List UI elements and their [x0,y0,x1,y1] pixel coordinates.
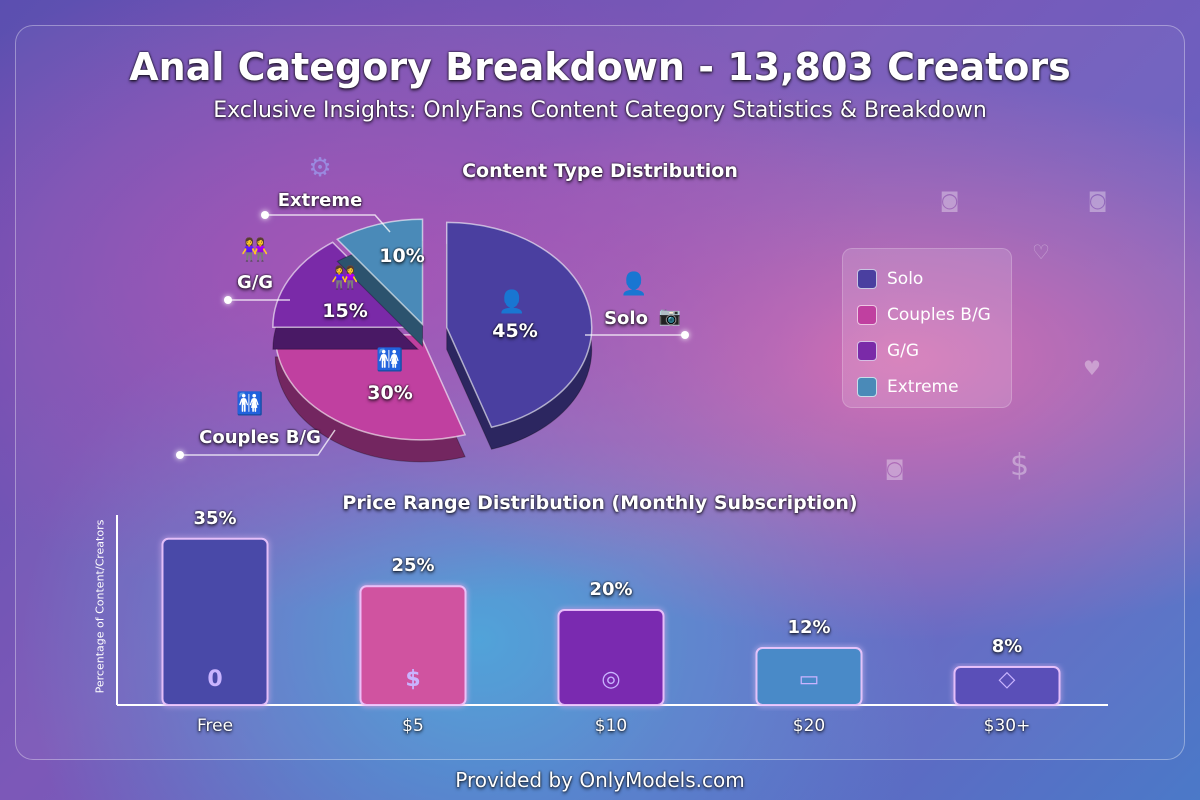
pie-slice-extreme [336,218,424,348]
legend-item-gg: G/G [857,333,997,369]
dollar-icon: $ [1010,448,1030,483]
legend-swatch [857,269,877,289]
legend-swatch [857,341,877,361]
callout-couples: Couples B/G [199,427,321,448]
heart-icon: ♥ [1083,356,1101,380]
x-tick-label: $20 [792,716,826,736]
legend-label: Couples B/G [887,305,991,325]
zero-icon: 0 [207,667,223,692]
bar-value-label: 20% [589,579,633,600]
camera-icon: ◙ [885,456,905,480]
bar-1 [359,585,467,706]
leader-dot [224,296,232,304]
callout-solo: Solo [604,308,648,329]
pie-slice-solo [445,221,593,450]
page-subtitle: Exclusive Insights: OnlyFans Content Cat… [213,98,987,123]
callout-gg: G/G [236,272,274,293]
diamond-icon: ◇ [998,667,1016,692]
legend-swatch [857,305,877,325]
camera-icon: ◙ [940,188,960,212]
two-women-icon: 👭 [241,238,269,263]
legend-swatch [857,377,877,397]
leader-dot [681,331,689,339]
y-axis-label: Percentage of Content/Creators [93,519,107,694]
gear-bolt-icon: ⚙ [308,153,332,183]
bar-3 [755,647,863,706]
camera-icon: ◙ [1088,188,1108,212]
x-tick-label: $30+ [983,716,1031,736]
leader-dot [261,211,269,219]
footer-credit: Provided by OnlyModels.com [455,768,745,792]
bar-value-label: 25% [391,555,435,577]
camera-icon: 📷 [658,306,682,327]
person-camera-icon: 👤 [498,290,526,315]
legend: Solo Couples B/G G/G Extreme [842,248,1012,408]
bar-4 [953,666,1061,706]
callout-extreme: Extreme [277,190,363,211]
legend-item-extreme: Extreme [857,369,997,405]
credit-card-icon: ▭ [798,667,820,692]
bar-0 [161,537,269,706]
legend-item-solo: Solo [857,261,997,297]
two-women-icon: 👭 [331,266,359,291]
x-tick-label: Free [196,716,234,736]
leader-line-couples [180,429,336,456]
x-tick-label: $5 [402,716,424,736]
leader-line-extreme [265,214,391,233]
leader-dot [176,451,184,459]
pie-title: Content Type Distribution [462,160,738,182]
page-title: Anal Category Breakdown - 13,803 Creator… [129,45,1071,89]
legend-label: Solo [887,269,924,289]
bar-value-label: 35% [193,507,237,529]
pie-label-gg: 15% [322,300,368,322]
bar-2 [557,609,665,706]
legend-label: G/G [887,341,920,361]
bar-value-label: 12% [787,617,831,638]
legend-label: Extreme [887,377,959,397]
bar-title: Price Range Distribution (Monthly Subscr… [342,492,858,514]
person-camera-icon: 👤 [620,272,648,297]
bar-value-label: 8% [991,636,1023,657]
pie-label-couples: 30% [367,382,413,404]
legend-item-couples: Couples B/G [857,297,997,333]
x-tick-label: $10 [594,716,628,736]
couple-icon: 🚻 [236,392,264,417]
pie-label-extreme: 10% [379,245,425,267]
pie-label-solo: 45% [492,320,538,342]
couple-icon: 🚻 [376,348,404,373]
dollar-icon: $ [405,667,421,692]
coins-icon: ◎ [601,667,621,692]
heart-icon: ♡ [1032,240,1050,264]
pie-slice-couples-b-g [274,334,467,463]
